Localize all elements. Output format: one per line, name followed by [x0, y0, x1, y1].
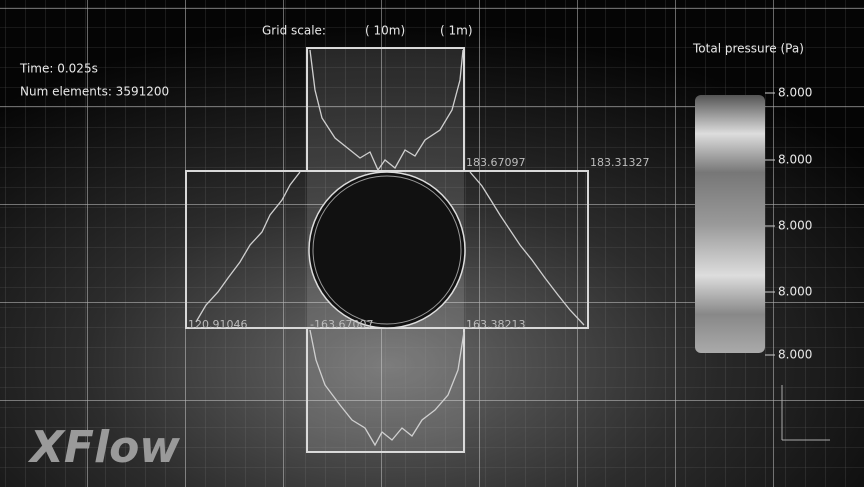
time: Time: 0.025s: [19, 62, 98, 76]
plot-label: 163.38213: [466, 318, 526, 331]
grid-scale-major: ( 10m): [365, 24, 405, 38]
legend-label: 8.000: [778, 348, 812, 362]
axis-triad: [781, 385, 830, 441]
num-elements: Num elements: 3591200: [20, 85, 169, 99]
grid-scale-minor: ( 1m): [440, 24, 473, 38]
plot-label: 183.31327: [590, 156, 650, 169]
legend-labels: 8.000 8.000 8.000 8.000 8.000: [765, 86, 812, 362]
legend-label: 8.000: [778, 86, 812, 100]
color-bar: [695, 95, 765, 353]
cylinder-inner: [312, 175, 462, 325]
legend-label: 8.000: [778, 219, 812, 233]
logo: XFlow: [27, 422, 180, 473]
legend-label: 8.000: [778, 285, 812, 299]
plot-label: -163.67007: [310, 318, 373, 331]
plot-label: 183.67097: [466, 156, 526, 169]
plot-labels: 183.67097 183.31327 120.91046 -163.67007 163…: [188, 156, 650, 331]
legend-title: Total pressure (Pa): [692, 42, 804, 56]
cylinder: [308, 171, 466, 329]
grid-scale-label: Grid scale:: [262, 24, 326, 38]
legend-label: 8.000: [778, 153, 812, 167]
plot-label: 120.91046: [188, 318, 248, 331]
pressure-curves: [195, 49, 585, 447]
